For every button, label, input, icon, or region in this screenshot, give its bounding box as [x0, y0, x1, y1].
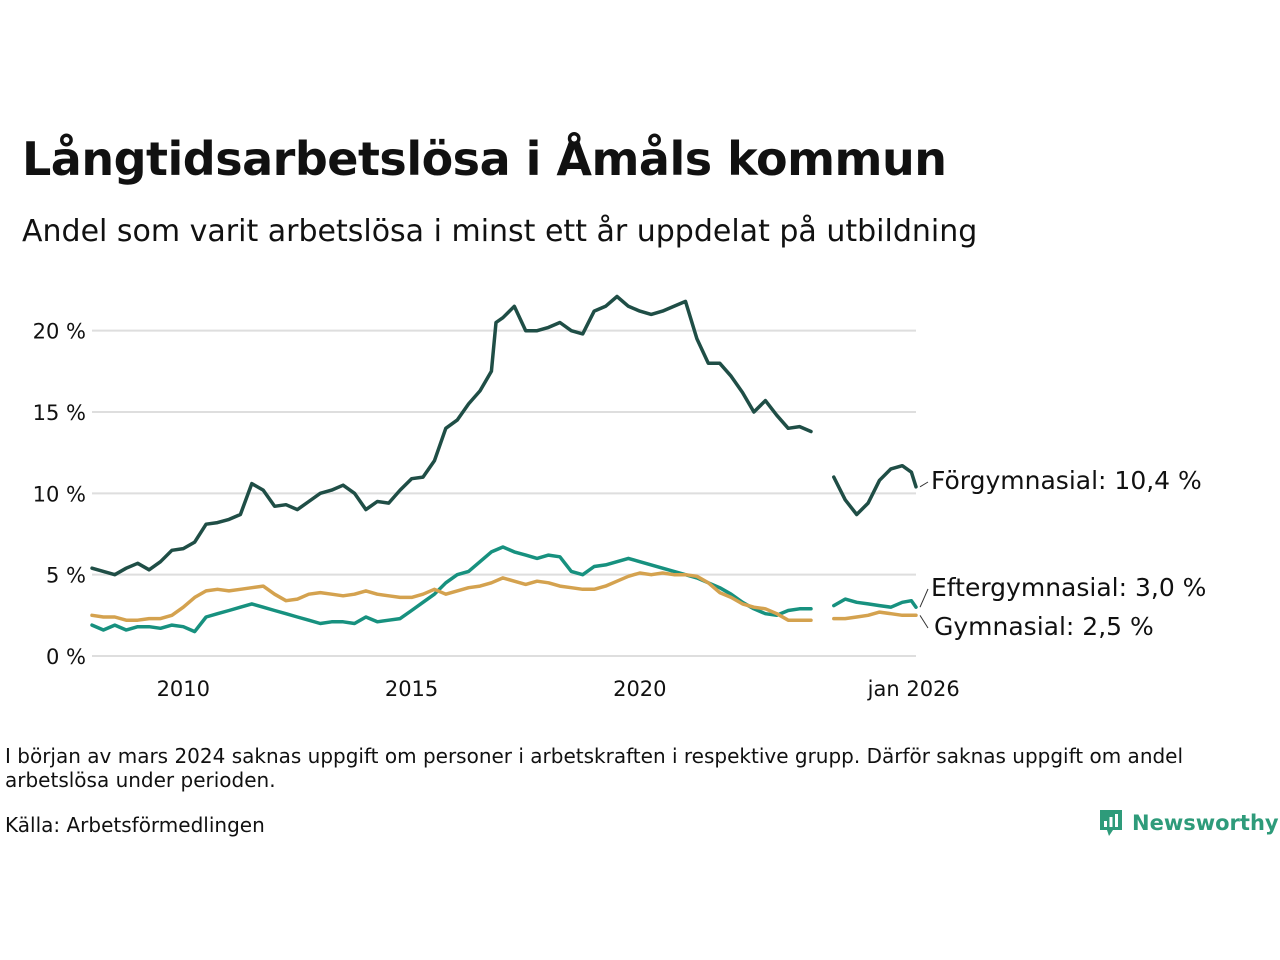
- chart-subtitle: Andel som varit arbetslösa i minst ett å…: [22, 214, 978, 249]
- source-credit: Källa: Arbetsförmedlingen: [5, 813, 265, 837]
- x-tick-label: 2015: [385, 677, 438, 701]
- label-leader-line: [919, 615, 929, 629]
- series-end-label-förgymnasial: Förgymnasial: 10,4 %: [931, 466, 1202, 495]
- series-line-förgymnasial-1: [832, 463, 918, 517]
- y-tick-label: 15 %: [33, 401, 86, 425]
- series-line-förgymnasial-0: [90, 294, 813, 577]
- label-leader-line: [919, 481, 929, 488]
- x-tick-label: jan 2026: [867, 677, 960, 701]
- label-leader-line: [919, 588, 929, 608]
- series-end-label-eftergymnasial: Eftergymnasial: 3,0 %: [931, 573, 1206, 602]
- line-chart: 0 %5 %10 %15 %20 % 2010 2015 2020 jan 2026 …: [33, 294, 1206, 701]
- grid-lines: [92, 329, 916, 657]
- y-tick-label: 5 %: [46, 564, 86, 588]
- series-end-labels: Förgymnasial: 10,4 % Eftergymnasial: 3,0 …: [919, 466, 1206, 641]
- series-line-eftergymnasial-0: [90, 545, 813, 634]
- bar-chart-logo-icon: [1100, 810, 1122, 836]
- series-line-gymnasial-1: [832, 610, 918, 621]
- y-tick-label: 0 %: [46, 645, 86, 669]
- series-line-gymnasial-0: [90, 571, 813, 622]
- chart-title: Långtidsarbetslösa i Åmåls kommun: [22, 132, 947, 186]
- series-end-label-gymnasial: Gymnasial: 2,5 %: [934, 612, 1154, 641]
- y-axis-ticks: 0 % 5 % 10 % 15 % 20 %: [33, 320, 86, 669]
- y-tick-label: 10 %: [33, 482, 86, 506]
- series-lines: [90, 294, 918, 634]
- y-tick-label: 20 %: [33, 320, 86, 344]
- newsworthy-logo: Newsworthy: [1098, 808, 1279, 838]
- x-axis-ticks: 2010 2015 2020 jan 2026: [157, 677, 960, 701]
- footnote: I början av mars 2024 saknas uppgift om …: [5, 744, 1184, 792]
- x-tick-label: 2020: [613, 677, 666, 701]
- x-tick-label: 2010: [157, 677, 210, 701]
- series-line-eftergymnasial-1: [832, 597, 918, 609]
- brand-name: Newsworthy: [1132, 811, 1279, 835]
